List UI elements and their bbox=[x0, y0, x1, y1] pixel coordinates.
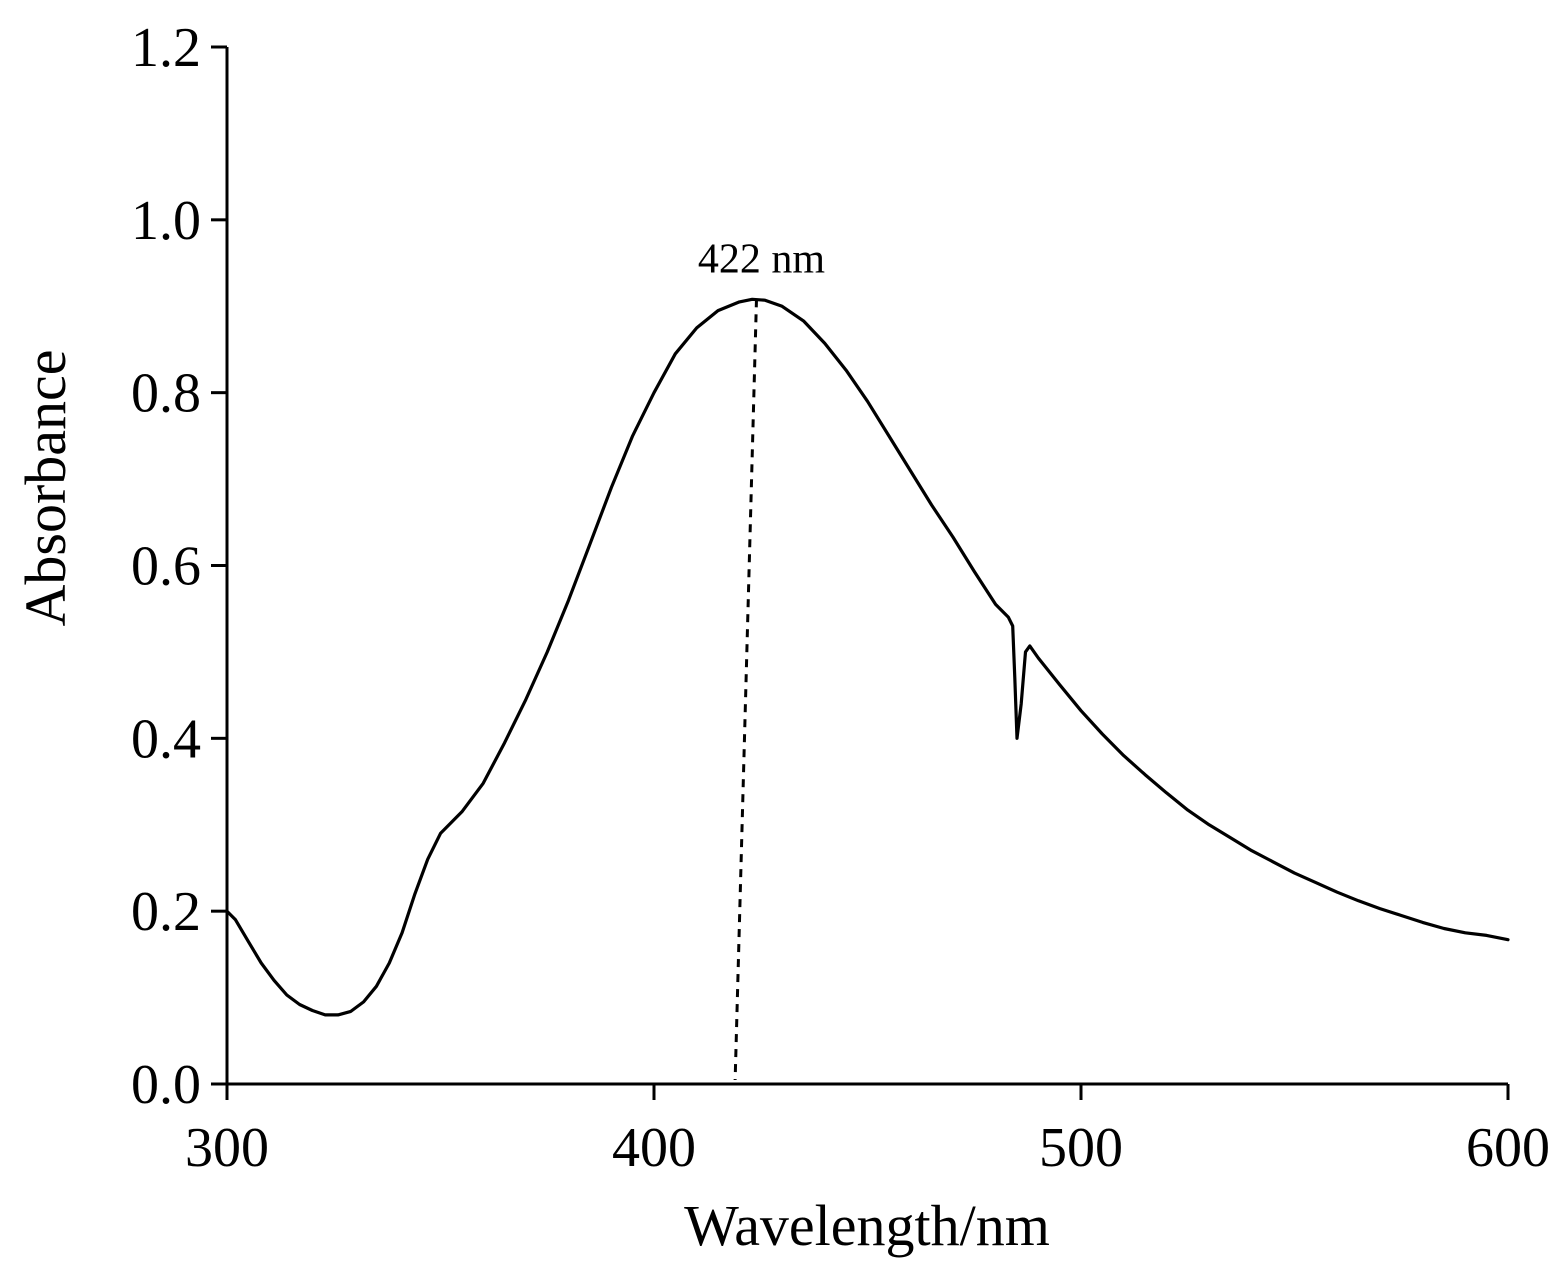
x-axis-title: Wavelength/nm bbox=[684, 1193, 1050, 1258]
y-tick-label: 0.6 bbox=[131, 536, 201, 598]
y-axis-title: Absorbance bbox=[13, 349, 78, 626]
x-tick-label: 600 bbox=[1466, 1117, 1550, 1179]
series-layer bbox=[225, 297, 1510, 1017]
series-line bbox=[225, 297, 1510, 1017]
y-tick-label: 0.8 bbox=[131, 363, 201, 425]
y-tick-label: 0.2 bbox=[131, 881, 201, 943]
axis-ticks: 300 400 500 600 0.0 0.2 0.4 0.6 0.8 1.0 1.2 bbox=[131, 17, 1550, 1179]
peak-drop-line bbox=[733, 299, 758, 1081]
y-tick-label: 0.0 bbox=[131, 1054, 201, 1116]
y-tick-label: 0.4 bbox=[131, 708, 201, 770]
x-tick-label: 300 bbox=[185, 1117, 269, 1179]
x-tick-label: 500 bbox=[1039, 1117, 1123, 1179]
x-tick-label: 400 bbox=[612, 1117, 696, 1179]
peak-annotation-label: 422 nm bbox=[698, 236, 826, 282]
axes bbox=[225, 47, 1508, 1086]
y-tick-label: 1.2 bbox=[131, 17, 201, 79]
y-tick-label: 1.0 bbox=[131, 190, 201, 252]
annotation-layer: 422 nm bbox=[698, 236, 826, 1081]
